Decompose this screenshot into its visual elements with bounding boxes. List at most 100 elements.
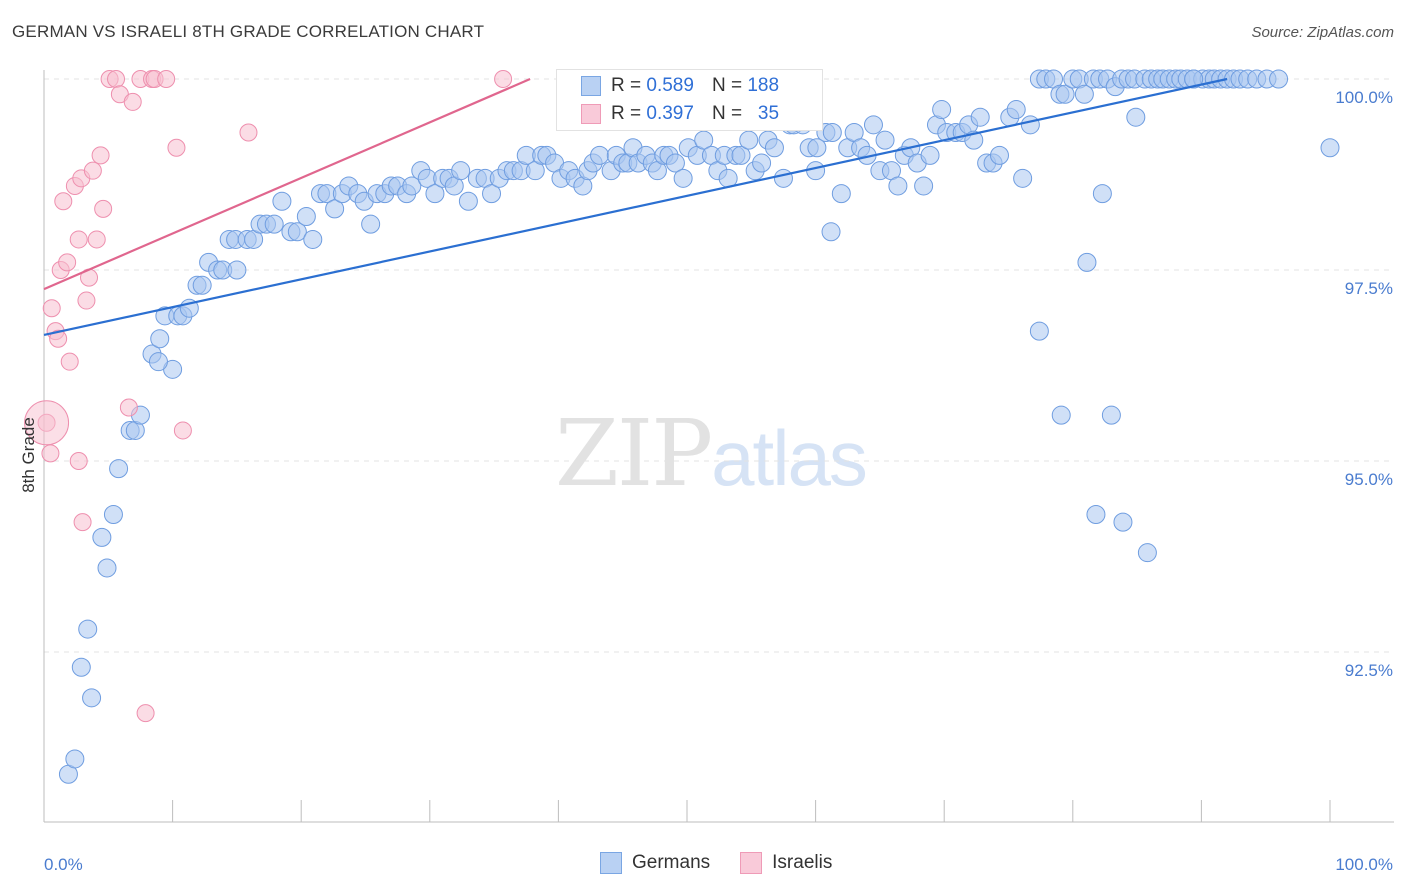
legend-label-israelis[interactable]: Israelis [772,852,833,873]
german-point [752,153,772,173]
german-point [806,161,826,181]
chart-title: GERMAN VS ISRAELI 8TH GRADE CORRELATION … [12,22,485,41]
israeli-point [58,253,77,272]
german-point [1074,84,1094,104]
israeli-point [83,161,102,180]
german-point [458,191,478,211]
x-tick-label: 100.0% [1335,855,1393,874]
german-point [1077,252,1097,272]
legend-r-value: 0.589 [646,75,694,96]
legend-swatch-israelis[interactable] [740,852,763,874]
israeli-point-large [24,400,70,446]
german-point [807,138,827,158]
legend-swatch-germans[interactable] [600,852,622,874]
axes [43,70,1394,823]
german-point [821,222,841,242]
israeli-point [69,452,88,470]
german-point [150,329,170,349]
german-point [914,176,934,196]
german-point [296,207,316,227]
german-point [731,145,751,165]
legend-r-value: 0.397 [646,103,694,124]
german-point [739,130,759,150]
israeli-point [107,70,126,88]
israeli-trend-line [43,77,531,291]
trend-lines [43,77,1228,337]
german-point [1029,321,1049,341]
legend-label-germans[interactable]: Germans [632,852,711,873]
german-point [425,184,445,204]
german-point [287,222,307,242]
watermark-zip: ZIP [555,400,713,507]
legend-swatch-israelis [581,104,601,124]
german-point [92,527,112,547]
stats-legend: R = 0.589 N = 188 R = 0.397 N = 35 [556,69,823,131]
israeli-point [91,146,110,165]
israeli-point [54,192,73,211]
israeli-point [49,329,68,348]
watermark: ZIPatlas [555,400,868,507]
series-legend: Germans Israelis [600,852,832,874]
german-point [875,130,895,150]
german-point [1092,184,1112,204]
legend-row-israelis: R = 0.397 N = 35 [581,101,779,127]
german-point [694,130,714,150]
y-tick-label: 100.0% [1335,88,1393,107]
german-point [590,145,610,165]
german-point [1184,69,1204,89]
israeli-point [119,398,138,417]
israeli-point [41,444,60,463]
x-tick-label: 0.0% [44,855,83,874]
german-point [1013,168,1033,188]
german-point [109,459,129,479]
german-point [402,176,422,196]
data-points [24,69,1340,784]
german-point [82,688,102,708]
german-point [1006,100,1026,120]
legend-swatch-germans [581,76,601,96]
german-point [264,214,284,234]
german-point [932,100,952,120]
israeli-point [136,704,155,723]
german-point [1055,84,1075,104]
german-point [192,275,212,295]
german-point [103,504,123,524]
y-tick-label: 97.5% [1345,279,1393,298]
israeli-point [73,513,92,532]
german-point [78,619,98,639]
watermark-atlas: atlas [711,414,868,502]
israeli-point [60,352,79,371]
german-point [764,138,784,158]
german-point [831,184,851,204]
german-point [970,107,990,127]
german-point [482,184,502,204]
german-point [65,749,85,769]
german-point [1126,107,1146,127]
israeli-point [87,230,106,249]
german-point [451,161,471,181]
german-point [227,260,247,280]
german-trend-line [43,77,1228,337]
german-point [822,122,842,142]
german-point [1101,405,1121,425]
israeli-point [239,123,258,142]
y-axis-label: 8th Grade [19,417,38,493]
source-label[interactable]: Source: ZipAtlas.com [1251,24,1394,41]
israeli-point [167,138,186,157]
german-point [673,168,693,188]
israeli-point [69,230,88,249]
german-point [665,153,685,173]
legend-row-germans: R = 0.589 N = 188 [581,73,779,99]
german-point [1269,69,1289,89]
y-tick-label: 92.5% [1345,661,1393,680]
israeli-point [77,291,96,310]
german-point [1086,504,1106,524]
y-tick-label: 95.0% [1345,470,1393,489]
german-point [71,657,91,677]
german-point [272,191,292,211]
israeli-point [123,92,142,111]
legend-n-value: 35 [757,103,780,124]
israeli-point [157,70,176,88]
german-point [1051,405,1071,425]
german-point [920,145,940,165]
